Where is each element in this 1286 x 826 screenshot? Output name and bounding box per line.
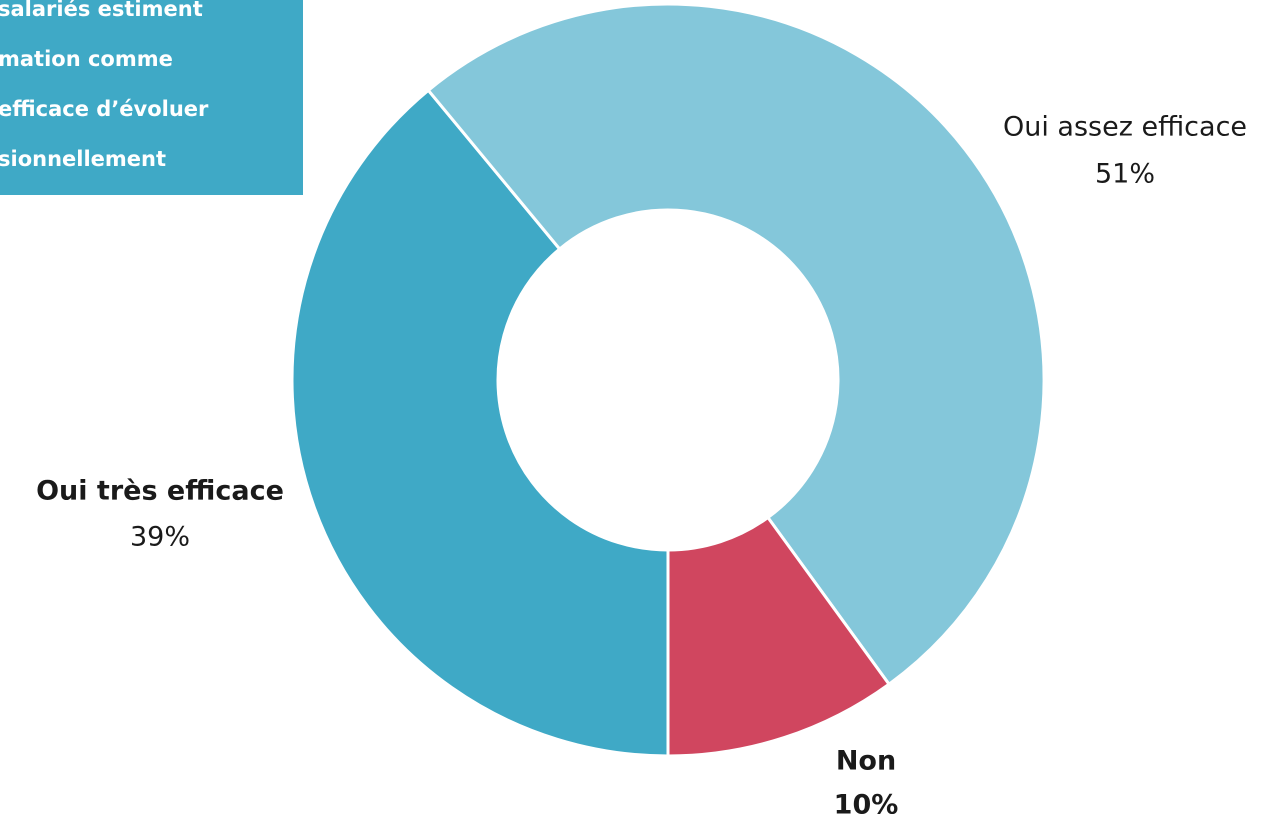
title-line: efficace d’évoluer [0,97,209,121]
donut-segment [426,2,1046,687]
category-label: Non [836,746,896,777]
title-box [0,0,303,195]
category-label: Oui assez efficace [1003,112,1247,143]
donut-segment [290,88,670,758]
title-line: sionnellement [0,147,166,171]
title-line: salariés estiment [0,0,203,21]
value-label: 39% [130,522,190,553]
value-label: 51% [1095,159,1155,190]
title-line: mation comme [0,47,173,71]
value-label: 10% [834,790,899,821]
category-label: Oui très efficace [36,476,284,507]
donut-segment [666,515,892,758]
